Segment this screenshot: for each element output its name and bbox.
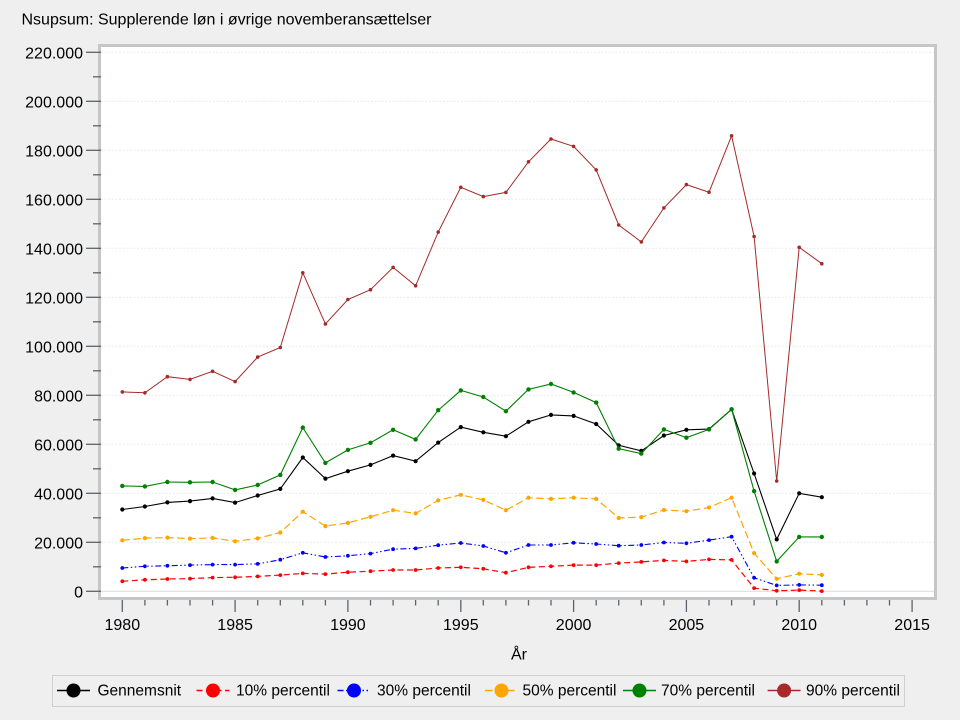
- svg-text:50% percentil: 50% percentil: [523, 683, 617, 700]
- svg-text:1980: 1980: [105, 617, 141, 634]
- svg-text:1990: 1990: [330, 617, 366, 634]
- svg-text:2000: 2000: [556, 617, 592, 634]
- svg-text:1995: 1995: [443, 617, 479, 634]
- svg-text:120.000: 120.000: [25, 291, 83, 308]
- svg-text:Nsupsum: Supplerende løn i øvr: Nsupsum: Supplerende løn i øvrige novemb…: [22, 12, 433, 29]
- svg-text:30% percentil: 30% percentil: [377, 683, 471, 700]
- svg-text:60.000: 60.000: [34, 438, 83, 455]
- svg-text:0: 0: [74, 585, 83, 602]
- svg-text:20.000: 20.000: [34, 536, 83, 553]
- svg-text:1985: 1985: [217, 617, 253, 634]
- svg-text:100.000: 100.000: [25, 340, 83, 357]
- svg-text:180.000: 180.000: [25, 144, 83, 161]
- svg-text:140.000: 140.000: [25, 242, 83, 259]
- svg-text:Gennemsnit: Gennemsnit: [98, 683, 182, 700]
- svg-text:80.000: 80.000: [34, 389, 83, 406]
- svg-text:220.000: 220.000: [25, 46, 83, 63]
- svg-text:90% percentil: 90% percentil: [806, 683, 900, 700]
- svg-text:2005: 2005: [669, 617, 705, 634]
- svg-text:160.000: 160.000: [25, 193, 83, 210]
- svg-text:40.000: 40.000: [34, 487, 83, 504]
- svg-text:2015: 2015: [894, 617, 930, 634]
- svg-text:År: År: [511, 645, 528, 664]
- svg-text:2010: 2010: [781, 617, 817, 634]
- svg-text:10% percentil: 10% percentil: [236, 683, 330, 700]
- svg-text:200.000: 200.000: [25, 95, 83, 112]
- svg-text:70% percentil: 70% percentil: [661, 683, 755, 700]
